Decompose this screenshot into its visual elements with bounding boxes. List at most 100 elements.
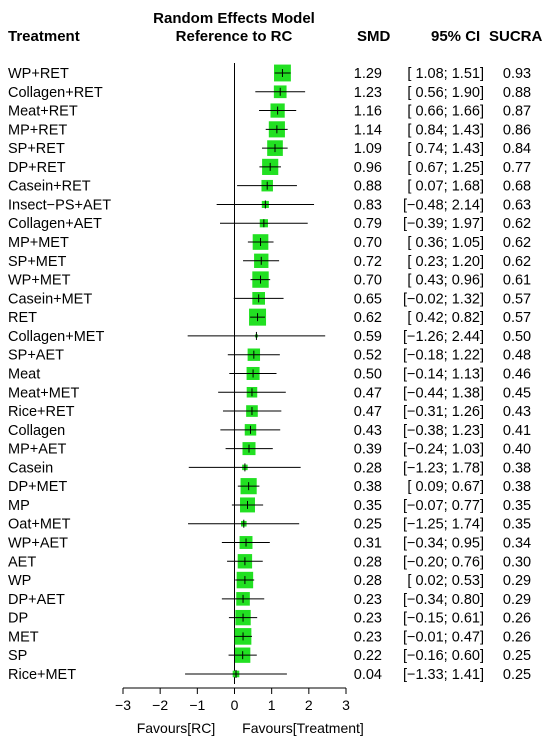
sucra-column-header: SUCRA <box>489 28 543 45</box>
ci-value: [−0.16; 0.60] <box>403 648 484 664</box>
sucra-value: 0.29 <box>503 592 531 608</box>
forest-row: Meat 0.50 [−0.14; 1.13] 0.46 <box>8 366 531 382</box>
sucra-value: 0.35 <box>503 498 531 514</box>
sucra-value: 0.62 <box>503 235 531 251</box>
sucra-value: 0.26 <box>503 629 531 645</box>
sucra-value: 0.93 <box>503 66 531 82</box>
forest-row: WP+MET 0.70 [ 0.43; 0.96] 0.61 <box>8 271 531 289</box>
smd-value: 0.88 <box>354 179 382 195</box>
ci-value: [−1.33; 1.41] <box>403 667 484 683</box>
treatment-label: Casein+MET <box>8 291 92 307</box>
ci-value: [ 0.67; 1.25] <box>407 160 484 176</box>
forest-row: Collagen 0.43 [−0.38; 1.23] 0.41 <box>8 423 531 439</box>
sucra-value: 0.38 <box>503 460 531 476</box>
smd-value: 0.96 <box>354 160 382 176</box>
ci-value: [ 0.42; 0.82] <box>407 310 484 326</box>
sucra-value: 0.84 <box>503 141 531 157</box>
treatment-label: WP+RET <box>8 66 69 82</box>
ci-value: [ 0.66; 1.66] <box>407 104 484 120</box>
sucra-value: 0.41 <box>503 423 531 439</box>
forest-row: DP 0.23 [−0.15; 0.61] 0.26 <box>8 609 531 627</box>
smd-value: 0.25 <box>354 517 382 533</box>
smd-value: 0.31 <box>354 536 382 552</box>
ci-value: [ 0.02; 0.53] <box>407 573 484 589</box>
forest-row: RET 0.62 [ 0.42; 0.82] 0.57 <box>8 308 531 326</box>
treatment-label: Rice+RET <box>8 404 75 420</box>
ci-value: [ 0.36; 1.05] <box>407 235 484 251</box>
sucra-value: 0.63 <box>503 197 531 213</box>
ci-value: [−1.25; 1.74] <box>403 517 484 533</box>
forest-row: Collagen+MET 0.59 [−1.26; 2.44] 0.50 <box>8 329 531 345</box>
smd-value: 0.47 <box>354 404 382 420</box>
smd-value: 0.62 <box>354 310 382 326</box>
forest-row: SP+MET 0.72 [ 0.23; 1.20] 0.62 <box>8 253 531 270</box>
smd-value: 0.39 <box>354 442 382 458</box>
treatment-label: MP+MET <box>8 235 69 251</box>
x-tick-label: 0 <box>231 697 239 713</box>
smd-value: 0.38 <box>354 479 382 495</box>
ci-value: [−0.38; 1.23] <box>403 423 484 439</box>
ci-value: [−0.07; 0.77] <box>403 498 484 514</box>
smd-value: 0.72 <box>354 254 382 270</box>
sucra-value: 0.46 <box>503 366 531 382</box>
sucra-value: 0.25 <box>503 648 531 664</box>
smd-value: 0.59 <box>354 329 382 345</box>
ci-value: [−0.34; 0.80] <box>403 592 484 608</box>
ci-value: [−0.24; 1.03] <box>403 442 484 458</box>
sucra-value: 0.86 <box>503 122 531 138</box>
treatment-label: Collagen+RET <box>8 85 103 101</box>
treatment-label: Rice+MET <box>8 667 76 683</box>
treatment-label: SP+RET <box>8 141 65 157</box>
x-tick-label: 2 <box>305 697 313 713</box>
smd-value: 0.28 <box>354 554 382 570</box>
forest-row: SP+AET 0.52 [−0.18; 1.22] 0.48 <box>8 348 531 364</box>
smd-value: 0.70 <box>354 273 382 289</box>
treatment-label: Casein+RET <box>8 179 91 195</box>
sucra-value: 0.57 <box>503 291 531 307</box>
sucra-value: 0.48 <box>503 348 531 364</box>
sucra-value: 0.68 <box>503 179 531 195</box>
forest-row: Oat+MET 0.25 [−1.25; 1.74] 0.35 <box>8 517 531 533</box>
ci-value: [−0.14; 1.13] <box>403 366 484 382</box>
treatment-label: Oat+MET <box>8 517 71 533</box>
ci-value: [ 0.56; 1.90] <box>407 85 484 101</box>
treatment-label: Insect−PS+AET <box>8 197 111 213</box>
forest-row: MET 0.23 [−0.01; 0.47] 0.26 <box>8 628 531 645</box>
sucra-value: 0.88 <box>503 85 531 101</box>
forest-row: SP 0.22 [−0.16; 0.60] 0.25 <box>8 647 531 664</box>
treatment-label: DP+MET <box>8 479 67 495</box>
sucra-value: 0.62 <box>503 254 531 270</box>
forest-row: Casein+MET 0.65 [−0.02; 1.32] 0.57 <box>8 291 531 307</box>
smd-value: 1.16 <box>354 104 382 120</box>
treatment-column-header: Treatment <box>8 28 80 45</box>
treatment-label: WP <box>8 573 31 589</box>
forest-row: SP+RET 1.09 [ 0.74; 1.43] 0.84 <box>8 140 531 157</box>
forest-row: Insect−PS+AET 0.83 [−0.48; 2.14] 0.63 <box>8 197 531 213</box>
smd-value: 0.04 <box>354 667 382 683</box>
smd-value: 0.47 <box>354 385 382 401</box>
forest-row: Collagen+AET 0.79 [−0.39; 1.97] 0.62 <box>8 216 531 232</box>
sucra-value: 0.26 <box>503 611 531 627</box>
ci-value: [ 0.23; 1.20] <box>407 254 484 270</box>
treatment-label: WP+MET <box>8 273 71 289</box>
forest-rows: WP+RET 1.29 [ 1.08; 1.51] 0.93 Collagen+RET 1… <box>8 63 531 684</box>
smd-value: 1.29 <box>354 66 382 82</box>
favours-right-label: Favours[Treatment] <box>242 720 364 736</box>
treatment-label: SP+AET <box>8 348 64 364</box>
smd-value: 0.23 <box>354 611 382 627</box>
smd-value: 0.28 <box>354 573 382 589</box>
forest-row: DP+RET 0.96 [ 0.67; 1.25] 0.77 <box>8 158 531 176</box>
treatment-label: Collagen+MET <box>8 329 104 345</box>
treatment-label: MP <box>8 498 30 514</box>
x-tick-label: −1 <box>189 697 205 713</box>
sucra-value: 0.25 <box>503 667 531 683</box>
chart-title-line-2: Reference to RC <box>176 28 293 45</box>
sucra-value: 0.87 <box>503 104 531 120</box>
forest-row: Rice+RET 0.47 [−0.31; 1.26] 0.43 <box>8 404 531 420</box>
smd-value: 0.50 <box>354 366 382 382</box>
forest-row: DP+MET 0.38 [ 0.09; 0.67] 0.38 <box>8 478 531 495</box>
treatment-label: Meat <box>8 366 40 382</box>
smd-value: 0.35 <box>354 498 382 514</box>
sucra-value: 0.57 <box>503 310 531 326</box>
